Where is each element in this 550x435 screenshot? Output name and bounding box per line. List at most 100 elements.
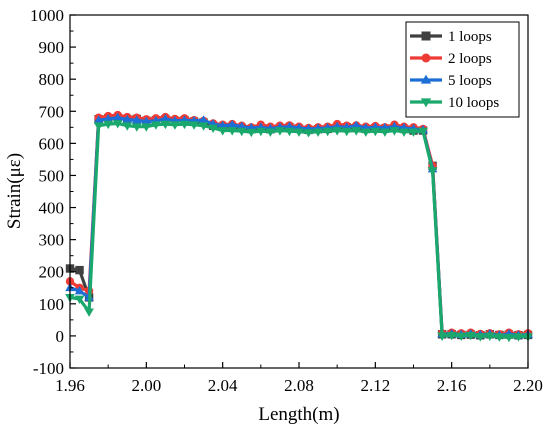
y-tick-label: 100 bbox=[39, 295, 65, 314]
data-point bbox=[303, 129, 314, 138]
data-point bbox=[93, 115, 104, 124]
legend-item: 2 loops bbox=[410, 51, 492, 67]
x-tick-label: 2.08 bbox=[284, 376, 314, 395]
x-axis-title: Length(m) bbox=[258, 404, 339, 425]
data-point bbox=[265, 128, 276, 137]
data-point bbox=[504, 333, 514, 343]
data-point bbox=[141, 123, 152, 132]
data-point bbox=[408, 128, 419, 137]
legend-item: 5 loops bbox=[410, 73, 492, 89]
data-point bbox=[122, 122, 133, 131]
data-point bbox=[236, 127, 247, 137]
y-tick-label: 0 bbox=[56, 327, 65, 346]
data-point bbox=[494, 333, 505, 342]
data-point bbox=[322, 127, 333, 137]
legend-item: 1 loops bbox=[410, 29, 492, 45]
data-point bbox=[141, 116, 152, 125]
x-tick-label: 2.20 bbox=[513, 376, 543, 395]
data-point bbox=[360, 128, 371, 137]
data-point bbox=[208, 124, 218, 133]
series-4 bbox=[65, 120, 533, 343]
data-point bbox=[427, 167, 438, 176]
data-point bbox=[456, 332, 467, 341]
x-tick-label: 1.96 bbox=[55, 376, 85, 395]
data-point bbox=[198, 115, 209, 124]
data-point bbox=[294, 128, 304, 137]
data-point bbox=[131, 123, 142, 132]
legend: 1 loops 2 loops 5 loops 10 loops bbox=[405, 21, 520, 118]
y-tick-label: 800 bbox=[39, 70, 65, 89]
y-tick-label: 1000 bbox=[30, 6, 64, 25]
legend-label: 1 loops bbox=[448, 29, 492, 45]
data-point bbox=[446, 331, 457, 341]
x-tick-label: 2.00 bbox=[131, 376, 161, 395]
data-point bbox=[75, 265, 84, 275]
data-point bbox=[227, 127, 238, 136]
legend-items: 1 loops 2 loops 5 loops 10 loops bbox=[410, 29, 499, 111]
series-1 bbox=[65, 113, 533, 340]
data-point bbox=[170, 121, 180, 130]
data-point bbox=[160, 113, 171, 123]
series-2 bbox=[65, 110, 533, 339]
series-layer bbox=[65, 110, 533, 343]
data-point bbox=[351, 127, 362, 136]
data-point bbox=[198, 122, 209, 131]
legend-marker bbox=[420, 98, 432, 108]
data-point bbox=[103, 120, 113, 130]
data-point bbox=[475, 333, 486, 342]
data-point bbox=[103, 113, 113, 123]
data-point bbox=[284, 127, 295, 137]
y-tick-label: 900 bbox=[39, 38, 65, 57]
data-point bbox=[389, 127, 400, 136]
data-point bbox=[246, 128, 257, 138]
data-point bbox=[112, 112, 123, 122]
data-point bbox=[485, 332, 495, 341]
data-point bbox=[151, 121, 161, 130]
data-point bbox=[217, 120, 228, 130]
legend-marker bbox=[421, 53, 431, 63]
series-line bbox=[69, 116, 529, 337]
data-point bbox=[399, 128, 409, 137]
data-point bbox=[341, 127, 352, 137]
data-point bbox=[227, 119, 238, 129]
y-tick-label: 500 bbox=[39, 166, 65, 185]
y-tick-label: -100 bbox=[33, 359, 64, 378]
data-point bbox=[217, 127, 228, 136]
y-tick-label: 700 bbox=[39, 102, 65, 121]
y-tick-label: 200 bbox=[39, 263, 65, 282]
data-point bbox=[418, 127, 428, 137]
data-point bbox=[131, 115, 142, 124]
series-3 bbox=[65, 112, 533, 339]
data-point bbox=[465, 331, 476, 341]
data-point bbox=[370, 127, 381, 137]
ticks-layer: 1.96 2.00 2.04 2.08 2.12 2.16 2.20 -100 0 100 200 3… bbox=[30, 6, 543, 395]
legend-marker bbox=[420, 74, 432, 84]
series-line bbox=[69, 121, 528, 339]
series-line bbox=[69, 116, 529, 337]
data-point bbox=[74, 285, 85, 295]
data-point bbox=[256, 127, 266, 137]
legend-label: 2 loops bbox=[448, 51, 492, 67]
x-tick-label: 2.04 bbox=[208, 376, 238, 395]
legend-marker bbox=[421, 31, 431, 41]
series-line bbox=[69, 113, 529, 336]
data-point bbox=[437, 332, 447, 341]
data-point bbox=[160, 120, 171, 130]
x-tick-label: 2.12 bbox=[360, 376, 390, 395]
data-point bbox=[112, 120, 123, 129]
data-point bbox=[74, 295, 85, 305]
y-axis-title: Strain(με) bbox=[4, 153, 25, 229]
data-point bbox=[179, 120, 190, 130]
y-tick-label: 300 bbox=[39, 231, 65, 250]
data-point bbox=[313, 128, 323, 137]
data-point bbox=[122, 114, 133, 123]
data-point bbox=[351, 120, 362, 130]
data-point bbox=[332, 127, 342, 136]
x-tick-label: 2.16 bbox=[437, 376, 467, 395]
y-tick-label: 600 bbox=[39, 134, 65, 153]
legend-label: 5 loops bbox=[448, 73, 492, 89]
y-tick-label: 400 bbox=[39, 199, 65, 218]
legend-item: 10 loops bbox=[410, 95, 499, 111]
legend-label: 10 loops bbox=[448, 95, 499, 111]
